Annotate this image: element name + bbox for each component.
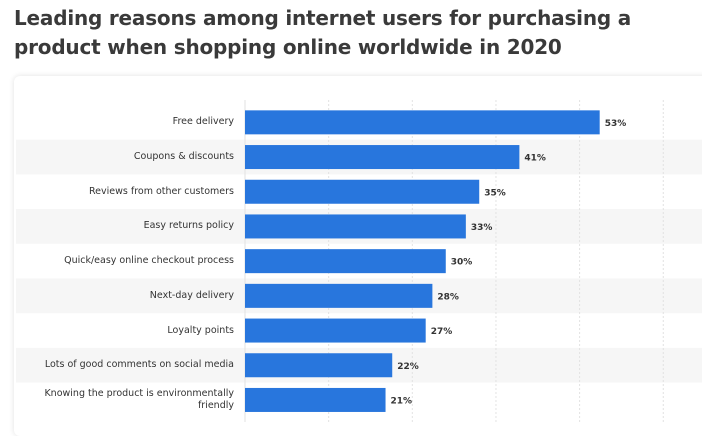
value-label: 30% xyxy=(451,258,473,268)
category-label: Loyalty points xyxy=(167,324,234,336)
category-label: Easy returns policy xyxy=(143,220,234,232)
bar xyxy=(245,179,480,204)
value-label: 53% xyxy=(605,119,627,129)
value-label: 21% xyxy=(391,396,413,406)
category-label: Reviews from other customers xyxy=(88,185,234,197)
bar xyxy=(245,353,393,378)
bar xyxy=(245,318,426,343)
category-label: Quick/easy online checkout process xyxy=(64,255,234,267)
chart-title: Leading reasons among internet users for… xyxy=(14,6,632,59)
category-label: Next-day delivery xyxy=(149,289,234,301)
category-label: Free delivery xyxy=(172,116,234,128)
bar xyxy=(245,145,520,170)
value-label: 41% xyxy=(524,154,546,164)
page: Leading reasons among internet users for… xyxy=(14,6,664,422)
bar xyxy=(245,214,466,239)
value-label: 22% xyxy=(397,362,419,372)
value-label: 28% xyxy=(437,292,459,302)
bar xyxy=(245,249,446,274)
value-label: 27% xyxy=(431,327,453,337)
category-label: Coupons & discounts xyxy=(133,151,234,163)
category-label: Knowing the product is environmentally f… xyxy=(44,387,234,411)
value-label: 35% xyxy=(484,188,506,198)
category-label: Lots of good comments on social media xyxy=(44,359,234,371)
bar xyxy=(245,387,386,412)
bar xyxy=(245,283,433,308)
bar xyxy=(245,110,600,135)
value-label: 33% xyxy=(471,223,493,233)
chart: 53% 41% 35% 33% 30% 28% 27% 22% 21% xyxy=(244,100,664,422)
